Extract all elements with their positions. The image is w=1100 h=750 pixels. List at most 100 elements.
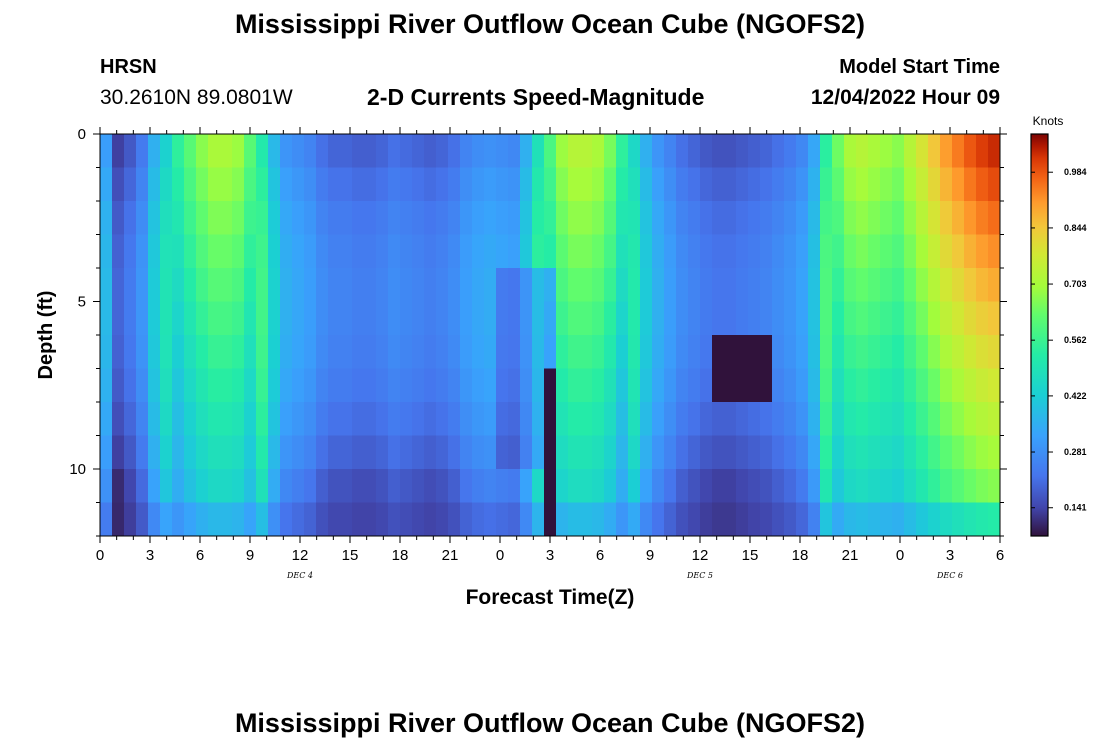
heatmap-cell bbox=[436, 301, 449, 336]
heatmap-cell bbox=[952, 402, 965, 437]
heatmap-cell bbox=[640, 469, 653, 504]
heatmap-cell bbox=[412, 402, 425, 437]
heatmap-cell bbox=[640, 234, 653, 269]
heatmap-cell bbox=[292, 502, 305, 536]
heatmap-cell bbox=[184, 368, 197, 403]
heatmap-cell bbox=[868, 301, 881, 336]
heatmap-cell bbox=[256, 402, 269, 437]
heatmap-cell bbox=[952, 268, 965, 303]
heatmap-cell bbox=[868, 469, 881, 504]
heatmap-cell bbox=[112, 134, 125, 169]
heatmap-cell bbox=[508, 167, 521, 202]
heatmap-cell bbox=[748, 335, 761, 370]
heatmap-cell bbox=[712, 268, 725, 303]
heatmap-cell bbox=[940, 301, 953, 336]
heatmap-cell bbox=[424, 469, 437, 504]
heatmap-cell bbox=[256, 201, 269, 236]
heatmap-cell bbox=[544, 301, 557, 336]
heatmap-cell bbox=[664, 268, 677, 303]
heatmap-cell bbox=[832, 134, 845, 169]
heatmap-cell bbox=[712, 335, 725, 370]
heatmap-cell bbox=[268, 402, 281, 437]
heatmap-cell bbox=[568, 469, 581, 504]
heatmap-cell bbox=[676, 301, 689, 336]
heatmap-cell bbox=[724, 502, 737, 536]
heatmap-cell bbox=[724, 268, 737, 303]
heatmap-cell bbox=[172, 201, 185, 236]
heatmap-cell bbox=[184, 201, 197, 236]
heatmap-cell bbox=[868, 134, 881, 169]
heatmap-cell bbox=[904, 502, 917, 536]
heatmap-cell bbox=[676, 134, 689, 169]
heatmap-cell bbox=[760, 134, 773, 169]
heatmap-cell bbox=[748, 201, 761, 236]
x-tick-label: 12 bbox=[692, 547, 709, 564]
heatmap-cell bbox=[364, 268, 377, 303]
heatmap-cell bbox=[868, 368, 881, 403]
x-tick-label: 3 bbox=[546, 547, 554, 564]
heatmap-cell bbox=[220, 167, 233, 202]
heatmap-cell bbox=[328, 368, 341, 403]
heatmap-cell bbox=[640, 335, 653, 370]
heatmap-cell bbox=[244, 167, 257, 202]
heatmap-cell bbox=[256, 301, 269, 336]
heatmap-cell bbox=[928, 234, 941, 269]
heatmap-cell bbox=[376, 368, 389, 403]
heatmap-cell bbox=[424, 134, 437, 169]
heatmap-cell bbox=[676, 502, 689, 536]
heatmap-cell bbox=[544, 402, 557, 437]
heatmap-cell bbox=[808, 234, 821, 269]
heatmap-cell bbox=[628, 234, 641, 269]
heatmap-cell bbox=[292, 268, 305, 303]
heatmap-cell bbox=[796, 368, 809, 403]
heatmap-cell bbox=[796, 167, 809, 202]
heatmap-cell bbox=[556, 268, 569, 303]
model-start-time-value: 12/04/2022 Hour 09 bbox=[810, 86, 1000, 109]
heatmap-cell bbox=[616, 368, 629, 403]
heatmap-cell bbox=[580, 368, 593, 403]
heatmap-cell bbox=[904, 335, 917, 370]
y-axis-title: Depth (ft) bbox=[35, 291, 57, 380]
heatmap-cell bbox=[256, 435, 269, 470]
heatmap-cell bbox=[424, 301, 437, 336]
heatmap-cell bbox=[364, 502, 377, 536]
heatmap-cell bbox=[352, 134, 365, 169]
heatmap-cell bbox=[376, 268, 389, 303]
heatmap-cell bbox=[820, 134, 833, 169]
heatmap-cell bbox=[664, 435, 677, 470]
heatmap-cell bbox=[928, 368, 941, 403]
heatmap-cell bbox=[508, 134, 521, 169]
x-tick-label: 6 bbox=[596, 547, 604, 564]
heatmap-cell bbox=[244, 335, 257, 370]
x-tick-label: 15 bbox=[342, 547, 359, 564]
heatmap-cell bbox=[784, 335, 797, 370]
heatmap-cell bbox=[736, 368, 749, 403]
heatmap-cell bbox=[520, 301, 533, 336]
heatmap-cell bbox=[340, 402, 353, 437]
heatmap-cell bbox=[904, 134, 917, 169]
heatmap-cell bbox=[340, 335, 353, 370]
heatmap-cell bbox=[964, 268, 977, 303]
heatmap-cell bbox=[724, 234, 737, 269]
heatmap-cell bbox=[208, 402, 221, 437]
heatmap-cell bbox=[676, 234, 689, 269]
heatmap-cell bbox=[796, 469, 809, 504]
heatmap-cell bbox=[448, 469, 461, 504]
heatmap-cell bbox=[460, 201, 473, 236]
heatmap-cell bbox=[844, 201, 857, 236]
heatmap-cell bbox=[304, 368, 317, 403]
heatmap-cell bbox=[316, 268, 329, 303]
heatmap-cell bbox=[184, 402, 197, 437]
heatmap-cell bbox=[988, 301, 1000, 336]
heatmap-cell bbox=[868, 234, 881, 269]
x-tick-label: 6 bbox=[196, 547, 204, 564]
heatmap-cell bbox=[424, 335, 437, 370]
heatmap-cell bbox=[280, 167, 293, 202]
heatmap-cell bbox=[160, 435, 173, 470]
heatmap-cell bbox=[772, 469, 785, 504]
heatmap-cell bbox=[808, 469, 821, 504]
heatmap-cell bbox=[160, 167, 173, 202]
heatmap-cell bbox=[220, 502, 233, 536]
heatmap-cell bbox=[928, 201, 941, 236]
